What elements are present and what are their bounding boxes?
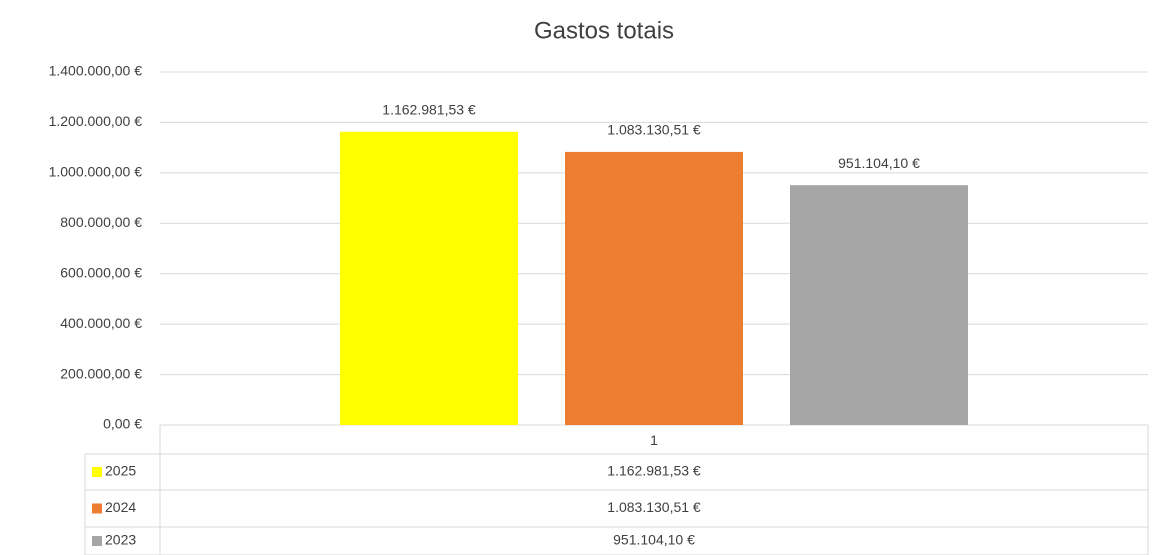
bar bbox=[790, 185, 968, 425]
table-value: 1.083.130,51 € bbox=[607, 499, 701, 515]
x-tick-label: 1 bbox=[650, 432, 658, 448]
legend-label: 2023 bbox=[105, 532, 136, 548]
data-label: 1.162.981,53 € bbox=[382, 101, 476, 117]
y-tick-label: 1.400.000,00 € bbox=[49, 63, 143, 79]
y-tick-label: 1.000.000,00 € bbox=[49, 164, 143, 180]
legend-label: 2025 bbox=[105, 463, 136, 479]
bar bbox=[565, 151, 743, 426]
bar bbox=[340, 131, 518, 425]
legend-swatch bbox=[92, 536, 102, 546]
y-tick-label: 600.000,00 € bbox=[60, 264, 142, 280]
y-tick-label: 800.000,00 € bbox=[60, 214, 142, 230]
table-value: 951.104,10 € bbox=[613, 532, 695, 548]
legend-swatch bbox=[92, 503, 102, 514]
y-tick-label: 1.200.000,00 € bbox=[49, 113, 143, 129]
y-tick-label: 0,00 € bbox=[103, 416, 142, 432]
data-label: 1.083.130,51 € bbox=[607, 122, 701, 138]
table-value: 1.162.981,53 € bbox=[607, 463, 701, 479]
chart-title: Gastos totais bbox=[534, 17, 674, 44]
y-tick-label: 400.000,00 € bbox=[60, 315, 142, 331]
legend-swatch bbox=[92, 467, 102, 477]
y-tick-label: 200.000,00 € bbox=[60, 365, 142, 381]
data-label: 951.104,10 € bbox=[838, 155, 920, 171]
legend-label: 2024 bbox=[105, 499, 136, 515]
